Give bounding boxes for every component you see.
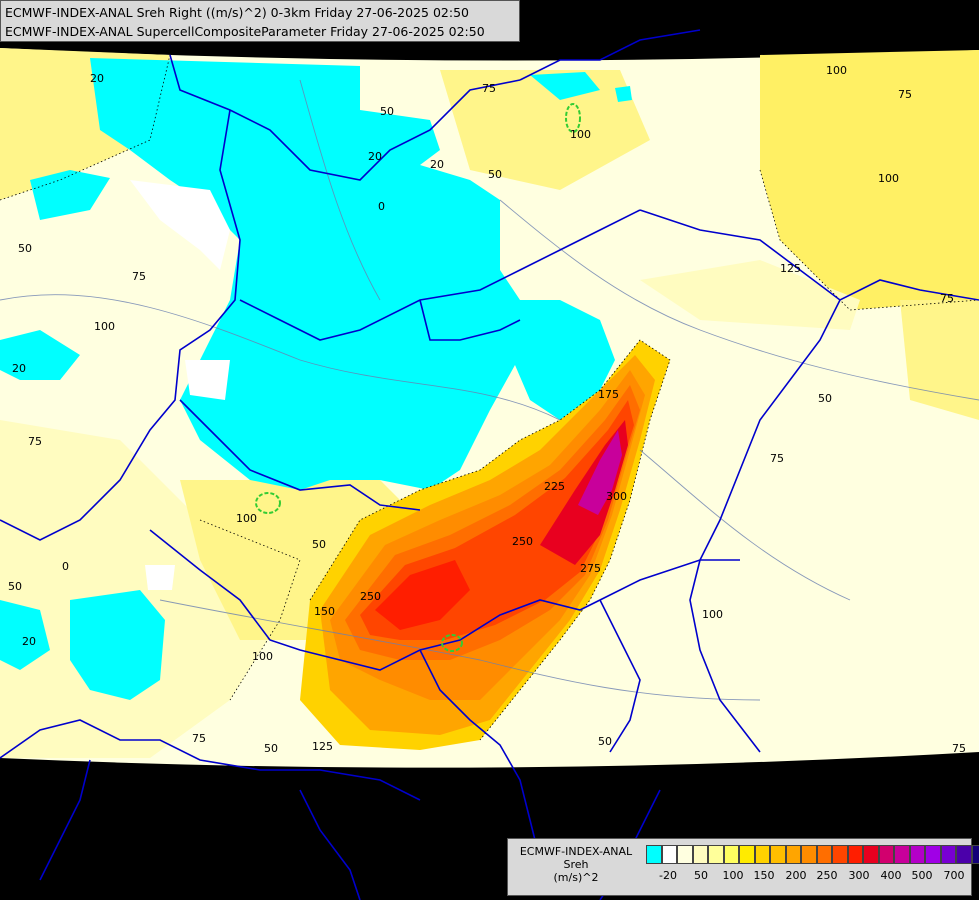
contour-label: 75	[940, 292, 954, 305]
legend-title-param: Sreh	[563, 858, 589, 871]
legend-swatch	[956, 845, 972, 864]
contour-label: 0	[378, 200, 385, 213]
contour-label: 0	[62, 560, 69, 573]
legend-swatch	[816, 845, 832, 864]
legend-swatch	[661, 845, 677, 864]
legend-tick-label: 500	[911, 869, 933, 882]
legend-swatch	[847, 845, 863, 864]
header-line-sreh: ECMWF-INDEX-ANAL Sreh Right ((m/s)^2) 0-…	[5, 5, 469, 20]
legend-title-unit: (m/s)^2	[553, 871, 599, 884]
legend-ticks: -20 50 100 150 200 250 300 400 500 700	[646, 869, 976, 883]
contour-labels: 20 50 20 20 0 50 75 100 75 100 100 125 7…	[8, 64, 966, 755]
contour-label: 250	[360, 590, 381, 603]
legend-swatch	[692, 845, 708, 864]
legend-swatch	[909, 845, 925, 864]
contour-label: 75	[192, 732, 206, 745]
legend-tick-label: 400	[880, 869, 902, 882]
contour-label: 75	[898, 88, 912, 101]
legend-swatch	[723, 845, 739, 864]
contour-label: 100	[826, 64, 847, 77]
legend-swatch	[940, 845, 956, 864]
legend-swatch	[832, 845, 848, 864]
country-borders	[0, 29, 979, 900]
legend-swatch	[785, 845, 801, 864]
legend-swatch	[971, 845, 979, 864]
legend-tick-label: 250	[816, 869, 838, 882]
contour-label: 75	[770, 452, 784, 465]
contour-label: 100	[702, 608, 723, 621]
contour-label: 50	[598, 735, 612, 748]
legend-tick-label: 100	[722, 869, 744, 882]
legend-swatch	[739, 845, 755, 864]
legend-tick-label: -20	[659, 869, 677, 882]
color-legend: ECMWF-INDEX-ANAL Sreh (m/s)^2 -20 50 100 15…	[507, 838, 979, 896]
contour-label: 50	[380, 105, 394, 118]
legend-swatch	[863, 845, 879, 864]
supercell-composite-markers	[255, 103, 581, 652]
contour-label: 175	[598, 388, 619, 401]
contour-label: 50	[312, 538, 326, 551]
contour-label: 20	[430, 158, 444, 171]
contour-label: 20	[90, 72, 104, 85]
contour-label: 75	[132, 270, 146, 283]
header-line-scp: ECMWF-INDEX-ANAL SupercellCompositeParam…	[5, 24, 485, 39]
contour-label: 275	[580, 562, 601, 575]
legend-tick-label: 50	[694, 869, 708, 882]
contour-label: 100	[252, 650, 273, 663]
contour-label: 50	[818, 392, 832, 405]
contour-label: 75	[482, 82, 496, 95]
legend-swatch	[646, 845, 662, 864]
legend-swatch	[708, 845, 724, 864]
contour-label: 150	[314, 605, 335, 618]
contour-label: 75	[952, 742, 966, 755]
legend-tick-label: 300	[848, 869, 870, 882]
contour-label: 300	[606, 490, 627, 503]
legend-tick-label: 700	[943, 869, 965, 882]
legend-swatch	[801, 845, 817, 864]
legend-swatch	[894, 845, 910, 864]
legend-tick-label: 200	[785, 869, 807, 882]
legend-swatch	[677, 845, 693, 864]
contour-label: 20	[22, 635, 36, 648]
contour-label: 225	[544, 480, 565, 493]
contour-label: 20	[368, 150, 382, 163]
legend-swatch	[925, 845, 941, 864]
legend-swatches	[646, 845, 979, 864]
contour-label: 100	[878, 172, 899, 185]
contour-label: 50	[264, 742, 278, 755]
legend-title: ECMWF-INDEX-ANAL Sreh (m/s)^2	[512, 845, 640, 884]
contour-label: 50	[18, 242, 32, 255]
legend-tick-label: 150	[753, 869, 775, 882]
legend-swatch	[770, 845, 786, 864]
contour-label: 50	[488, 168, 502, 181]
contour-label: 75	[28, 435, 42, 448]
contour-label: 125	[780, 262, 801, 275]
contour-label: 100	[236, 512, 257, 525]
legend-swatch	[878, 845, 894, 864]
contour-label: 100	[94, 320, 115, 333]
contour-label: 125	[312, 740, 333, 753]
legend-title-model: ECMWF-INDEX-ANAL	[519, 845, 633, 858]
contour-lines	[0, 54, 979, 741]
contour-label: 100	[570, 128, 591, 141]
contour-label: 250	[512, 535, 533, 548]
legend-swatch	[754, 845, 770, 864]
sreh-high-plume	[300, 340, 670, 750]
contour-label: 20	[12, 362, 26, 375]
contour-label: 50	[8, 580, 22, 593]
map-header: ECMWF-INDEX-ANAL Sreh Right ((m/s)^2) 0-…	[0, 0, 520, 42]
